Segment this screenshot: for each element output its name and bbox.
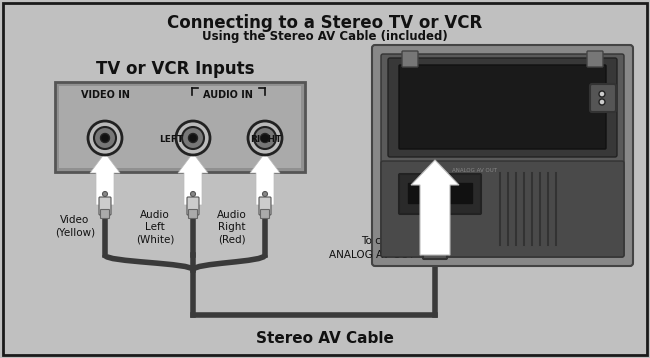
FancyArrow shape xyxy=(90,153,120,205)
FancyArrow shape xyxy=(411,160,459,255)
FancyBboxPatch shape xyxy=(187,197,199,215)
Circle shape xyxy=(103,192,107,197)
FancyBboxPatch shape xyxy=(381,54,624,257)
FancyBboxPatch shape xyxy=(426,229,444,243)
FancyBboxPatch shape xyxy=(55,82,305,172)
FancyArrow shape xyxy=(250,153,280,205)
FancyBboxPatch shape xyxy=(188,209,198,218)
FancyBboxPatch shape xyxy=(587,51,603,67)
Text: Video
(Yellow): Video (Yellow) xyxy=(55,215,95,237)
FancyBboxPatch shape xyxy=(372,45,633,266)
Circle shape xyxy=(101,134,109,142)
Circle shape xyxy=(263,192,268,197)
Circle shape xyxy=(182,127,204,149)
FancyBboxPatch shape xyxy=(261,209,270,218)
Circle shape xyxy=(94,127,116,149)
Circle shape xyxy=(188,134,198,142)
FancyBboxPatch shape xyxy=(99,197,111,215)
Circle shape xyxy=(599,91,605,97)
Text: Connecting to a Stereo TV or VCR: Connecting to a Stereo TV or VCR xyxy=(167,14,482,32)
FancyBboxPatch shape xyxy=(59,86,301,168)
FancyBboxPatch shape xyxy=(388,58,617,157)
FancyBboxPatch shape xyxy=(381,161,624,257)
Circle shape xyxy=(88,121,122,155)
Text: LEFT: LEFT xyxy=(159,135,183,144)
Text: Audio
Left
(White): Audio Left (White) xyxy=(136,210,174,245)
Text: AUDIO IN: AUDIO IN xyxy=(203,90,253,100)
Circle shape xyxy=(261,134,270,142)
FancyBboxPatch shape xyxy=(399,174,481,214)
Text: Audio
Right
(Red): Audio Right (Red) xyxy=(217,210,247,245)
FancyBboxPatch shape xyxy=(259,197,271,215)
FancyBboxPatch shape xyxy=(399,65,606,149)
Text: RIGHT: RIGHT xyxy=(250,135,281,144)
Text: Stereo AV Cable: Stereo AV Cable xyxy=(256,331,394,346)
Text: ANALOG AV OUT: ANALOG AV OUT xyxy=(452,168,497,173)
Text: TV or VCR Inputs: TV or VCR Inputs xyxy=(96,60,254,78)
Circle shape xyxy=(176,121,210,155)
Circle shape xyxy=(254,127,276,149)
Circle shape xyxy=(599,99,605,105)
FancyBboxPatch shape xyxy=(402,51,418,67)
FancyBboxPatch shape xyxy=(590,84,616,112)
Circle shape xyxy=(190,192,196,197)
FancyBboxPatch shape xyxy=(101,209,109,218)
Text: To console
ANALOG AV OUT: To console ANALOG AV OUT xyxy=(329,236,415,260)
FancyBboxPatch shape xyxy=(423,239,447,259)
Text: VIDEO IN: VIDEO IN xyxy=(81,90,129,100)
Text: Using the Stereo AV Cable (included): Using the Stereo AV Cable (included) xyxy=(202,30,448,43)
FancyBboxPatch shape xyxy=(408,183,472,203)
Circle shape xyxy=(248,121,282,155)
FancyArrow shape xyxy=(178,153,208,205)
